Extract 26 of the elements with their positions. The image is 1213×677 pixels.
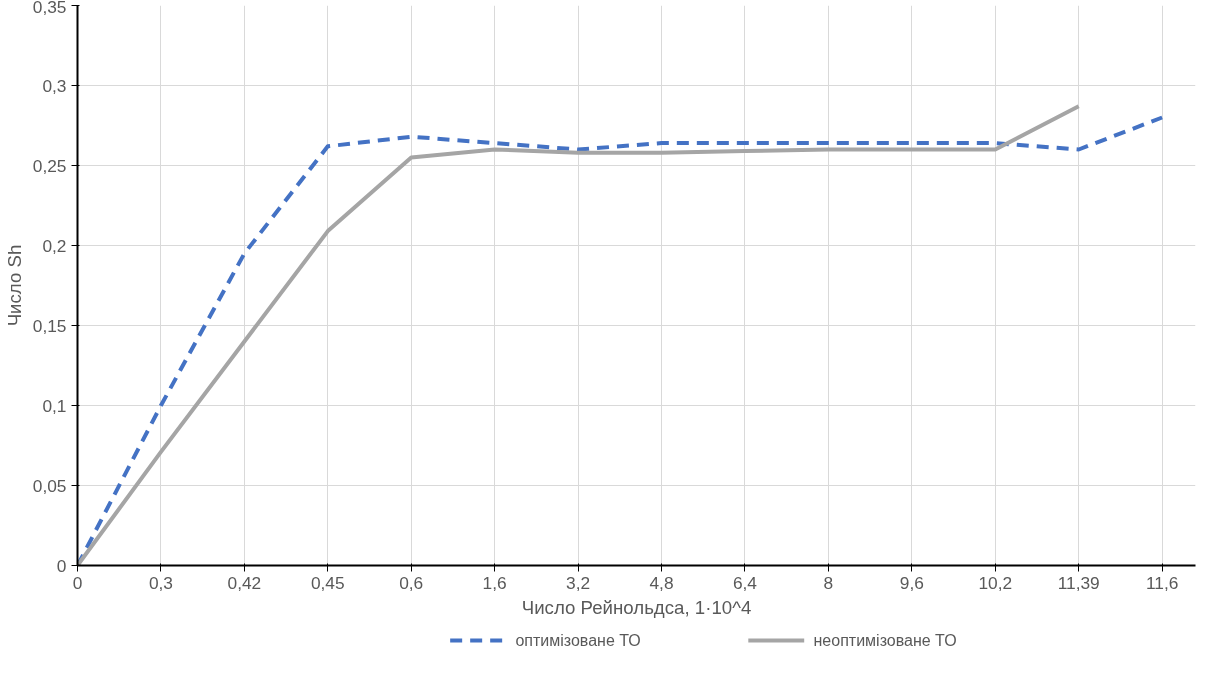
y-axis-title: Число Sh [3,244,25,327]
x-tick-label: 0 [72,572,83,593]
y-tick-label: 0,3 [42,75,67,96]
x-tick-label: 10,2 [978,572,1013,593]
legend-label: неоптимізоване ТО [813,632,957,649]
y-tick-label: 0,15 [32,315,67,336]
x-tick-label: 0,45 [310,572,345,593]
x-tick-label: 0,6 [399,572,424,593]
y-tick-label: 0,1 [42,395,67,416]
y-tick-label: 0,35 [32,0,67,17]
x-tick-label: 6,4 [732,572,758,593]
y-tick-label: 0,2 [42,235,67,256]
y-tick-label: 0,25 [32,155,67,176]
legend-label: оптимізоване ТО [515,632,641,649]
y-tick-label: 0 [56,555,67,576]
x-tick-label: 0,3 [148,572,173,593]
x-tick-label: 9,6 [899,572,924,593]
x-tick-label: 0,42 [227,572,262,593]
y-tick-label: 0,05 [32,475,67,496]
x-tick-label: 4,8 [649,572,674,593]
x-axis-title: Число Рейнольдса, 1·10^4 [521,596,752,618]
x-tick-label: 8 [823,572,834,593]
x-tick-label: 1,6 [482,572,507,593]
x-tick-label: 11,6 [1145,572,1179,593]
x-tick-label: 11,39 [1057,572,1100,593]
x-tick-label: 3,2 [566,572,591,593]
